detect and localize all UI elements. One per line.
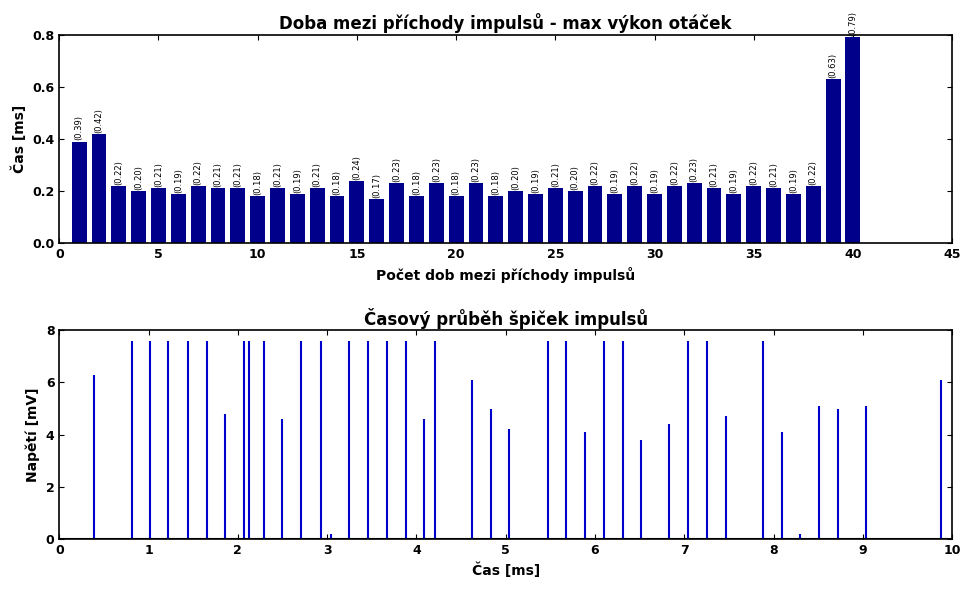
Bar xyxy=(409,196,424,243)
Bar xyxy=(191,186,206,243)
Text: (0.19): (0.19) xyxy=(789,168,798,193)
Text: (0.18): (0.18) xyxy=(452,170,461,196)
Bar xyxy=(687,183,702,243)
Bar xyxy=(171,194,186,243)
Bar xyxy=(310,188,325,243)
Bar xyxy=(568,191,582,243)
Text: (0.21): (0.21) xyxy=(214,163,223,187)
Bar xyxy=(587,186,603,243)
Text: (0.20): (0.20) xyxy=(511,165,520,190)
Text: (0.23): (0.23) xyxy=(392,157,401,182)
Title: Časový průběh špiček impulsů: Časový průběh špiček impulsů xyxy=(364,307,647,329)
Title: Doba mezi příchody impulsů - max výkon otáček: Doba mezi příchody impulsů - max výkon o… xyxy=(280,13,732,33)
Text: (0.21): (0.21) xyxy=(710,163,718,187)
Bar xyxy=(131,191,146,243)
Text: (0.22): (0.22) xyxy=(591,160,600,185)
Text: (0.22): (0.22) xyxy=(115,160,123,185)
Text: (0.22): (0.22) xyxy=(193,160,203,185)
Text: (0.18): (0.18) xyxy=(253,170,262,196)
Text: (0.23): (0.23) xyxy=(471,157,480,182)
Bar xyxy=(270,188,285,243)
Bar xyxy=(330,196,344,243)
Text: (0.22): (0.22) xyxy=(809,160,817,185)
Text: (0.21): (0.21) xyxy=(769,163,778,187)
Bar xyxy=(369,199,384,243)
Text: (0.39): (0.39) xyxy=(75,115,84,141)
Bar xyxy=(627,186,642,243)
Text: (0.17): (0.17) xyxy=(372,173,381,198)
Bar xyxy=(825,79,841,243)
Y-axis label: Napětí [mV]: Napětí [mV] xyxy=(25,388,40,482)
Bar xyxy=(488,196,503,243)
Bar xyxy=(786,194,801,243)
Text: (0.19): (0.19) xyxy=(293,168,302,193)
Bar xyxy=(350,181,364,243)
Text: (0.22): (0.22) xyxy=(630,160,640,185)
Y-axis label: Čas [ms]: Čas [ms] xyxy=(11,105,26,173)
Bar xyxy=(469,183,483,243)
Bar xyxy=(91,134,106,243)
Bar xyxy=(726,194,742,243)
Text: (0.22): (0.22) xyxy=(670,160,678,185)
Text: (0.19): (0.19) xyxy=(650,168,659,193)
Bar xyxy=(250,196,265,243)
Text: (0.22): (0.22) xyxy=(749,160,758,185)
Bar xyxy=(608,194,622,243)
Bar xyxy=(72,141,87,243)
Text: (0.21): (0.21) xyxy=(154,163,163,187)
Text: (0.63): (0.63) xyxy=(828,53,838,78)
Bar xyxy=(290,194,305,243)
Bar xyxy=(846,37,860,243)
Bar xyxy=(528,194,543,243)
Text: (0.19): (0.19) xyxy=(174,168,183,193)
Text: (0.19): (0.19) xyxy=(610,168,619,193)
Bar xyxy=(449,196,464,243)
Bar xyxy=(508,191,523,243)
Bar xyxy=(151,188,166,243)
Bar xyxy=(647,194,662,243)
Text: (0.79): (0.79) xyxy=(849,11,857,36)
Bar xyxy=(211,188,226,243)
Bar xyxy=(746,186,761,243)
Bar xyxy=(429,183,443,243)
Bar xyxy=(230,188,245,243)
Text: (0.19): (0.19) xyxy=(531,168,540,193)
Text: (0.24): (0.24) xyxy=(353,155,362,180)
Text: (0.19): (0.19) xyxy=(729,168,739,193)
Text: (0.21): (0.21) xyxy=(551,163,560,187)
Bar xyxy=(112,186,126,243)
Text: (0.23): (0.23) xyxy=(432,157,440,182)
Text: (0.21): (0.21) xyxy=(273,163,282,187)
Text: (0.23): (0.23) xyxy=(690,157,699,182)
Text: (0.21): (0.21) xyxy=(233,163,242,187)
Bar xyxy=(548,188,563,243)
Text: (0.18): (0.18) xyxy=(332,170,341,196)
Bar xyxy=(766,188,781,243)
Bar xyxy=(389,183,404,243)
Text: (0.18): (0.18) xyxy=(491,170,501,196)
Bar xyxy=(806,186,820,243)
Text: (0.42): (0.42) xyxy=(94,108,103,133)
Bar xyxy=(707,188,721,243)
Bar xyxy=(667,186,681,243)
Text: (0.20): (0.20) xyxy=(134,165,143,190)
Text: (0.21): (0.21) xyxy=(313,163,322,187)
Text: (0.18): (0.18) xyxy=(412,170,421,196)
X-axis label: Počet dob mezi příchody impulsů: Počet dob mezi příchody impulsů xyxy=(376,267,636,283)
X-axis label: Čas [ms]: Čas [ms] xyxy=(471,562,539,578)
Text: (0.20): (0.20) xyxy=(571,165,579,190)
